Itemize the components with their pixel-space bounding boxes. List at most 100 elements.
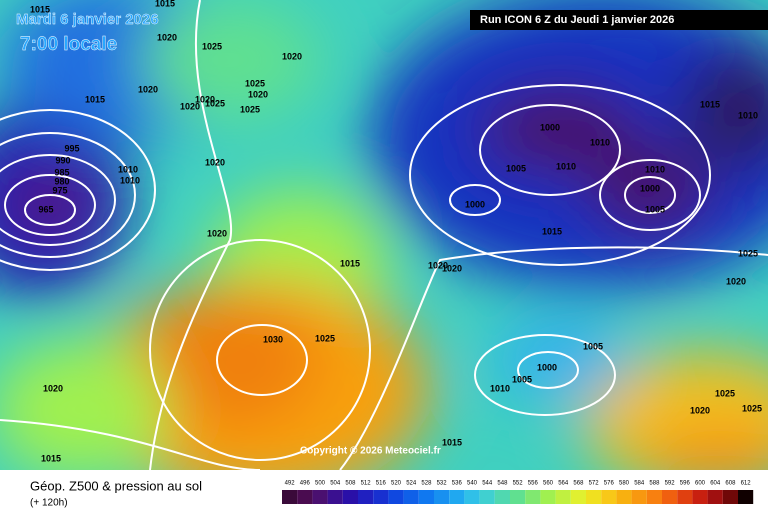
isobar-label: 1015 <box>542 226 562 236</box>
isobar-label: 1015 <box>340 258 360 268</box>
isobar-label: 1020 <box>726 276 746 286</box>
scale-swatch <box>342 490 358 504</box>
scale-swatch <box>434 490 450 504</box>
scale-swatch <box>586 490 602 504</box>
scale-swatch <box>403 490 419 504</box>
scale-label: 580 <box>619 481 630 487</box>
isobar-label: 1000 <box>537 362 557 372</box>
scale-swatch <box>601 490 617 504</box>
isobar-label: 990 <box>55 155 70 165</box>
isobar-lines <box>0 0 768 470</box>
isobar-label: 1015 <box>41 453 61 463</box>
isobar-label: 1020 <box>690 405 710 415</box>
scale-swatch <box>646 490 662 504</box>
isobar-label: 1025 <box>315 333 335 343</box>
scale-swatch <box>418 490 434 504</box>
isobar-label: 1020 <box>180 101 200 111</box>
scale-swatch <box>525 490 541 504</box>
isobar-label: 1025 <box>240 104 260 114</box>
scale-label: 504 <box>330 481 341 487</box>
isobar-label: 1005 <box>506 163 526 173</box>
isobar-label: 1000 <box>640 183 660 193</box>
isobar-label: 1020 <box>138 84 158 94</box>
isobar-label: 1020 <box>195 94 215 104</box>
isobar-label: 1010 <box>120 175 140 185</box>
scale-swatch <box>616 490 632 504</box>
scale-label: 520 <box>391 481 402 487</box>
scale-swatch <box>738 490 754 504</box>
isobar-label: 1010 <box>590 137 610 147</box>
scale-label: 532 <box>437 481 448 487</box>
isobar-label: 985 <box>54 167 69 177</box>
isobar-label: 1025 <box>202 41 222 51</box>
isobar-labels: 1015101510201025102010151020102510201020… <box>30 0 762 463</box>
scale-label: 588 <box>649 481 660 487</box>
scale-swatch <box>540 490 556 504</box>
scale-swatch <box>510 490 526 504</box>
isobar-label: 1015 <box>700 99 720 109</box>
scale-label: 496 <box>300 481 311 487</box>
isobar-label: 1020 <box>43 383 63 393</box>
run-banner <box>470 10 768 30</box>
footer-title: Géop. Z500 & pression au sol <box>30 478 202 493</box>
map-field: 1015101510201025102010151020102510201020… <box>0 0 768 470</box>
isobar-label: 965 <box>38 204 53 214</box>
scale-label: 556 <box>528 481 539 487</box>
isobar-label: 1020 <box>428 260 448 270</box>
scale-label: 576 <box>604 481 615 487</box>
scale-label: 560 <box>543 481 554 487</box>
isobar-label: 980 <box>54 176 69 186</box>
forecast-time: 7:00 locale <box>20 34 117 55</box>
isobar-label: 1005 <box>645 204 665 214</box>
isobar-label: 1005 <box>512 374 532 384</box>
scale-label: 568 <box>573 481 584 487</box>
scale-label: 548 <box>497 481 508 487</box>
scale-swatch <box>358 490 374 504</box>
scale-swatch <box>282 490 298 504</box>
isobar-label: 1015 <box>442 437 462 447</box>
isobar-label: 1025 <box>245 78 265 88</box>
scale-swatch <box>570 490 586 504</box>
scale-label: 572 <box>589 481 600 487</box>
scale-swatch <box>479 490 495 504</box>
isobar-label: 1020 <box>442 263 462 273</box>
copyright: Copyright © 2026 Meteociel.fr <box>300 446 441 457</box>
scale-label: 608 <box>725 481 736 487</box>
scale-swatch <box>327 490 343 504</box>
scale-label: 564 <box>558 481 569 487</box>
isobar-label: 1000 <box>540 122 560 132</box>
scale-label: 492 <box>285 481 296 487</box>
scale-label: 528 <box>421 481 432 487</box>
isobar-label: 1025 <box>738 248 758 258</box>
scale-swatch <box>707 490 723 504</box>
scale-swatch <box>692 490 708 504</box>
isobar-label: 1010 <box>490 383 510 393</box>
isobar-label: 1030 <box>263 334 283 344</box>
isobar-label: 1020 <box>207 228 227 238</box>
isobar-label: 1020 <box>282 51 302 61</box>
scale-swatch <box>555 490 571 504</box>
scale-swatch <box>662 490 678 504</box>
scale-label: 600 <box>695 481 706 487</box>
scale-swatch <box>373 490 389 504</box>
scale-label: 508 <box>345 481 356 487</box>
isobar-label: 1010 <box>556 161 576 171</box>
scale-swatch <box>312 490 328 504</box>
isobar-label: 1020 <box>205 157 225 167</box>
scale-swatch <box>297 490 313 504</box>
scale-label: 516 <box>376 481 387 487</box>
isobar-label: 1025 <box>205 98 225 108</box>
scale-swatch <box>388 490 404 504</box>
scale-label: 544 <box>482 481 493 487</box>
isobar-label: 1020 <box>248 89 268 99</box>
scale-label: 584 <box>634 481 645 487</box>
isobar-label: 1010 <box>738 110 758 120</box>
isobar-label: 1020 <box>157 32 177 42</box>
scale-label: 540 <box>467 481 478 487</box>
isobar-label: 1000 <box>465 199 485 209</box>
scale-label: 500 <box>315 481 326 487</box>
footer-lead: (+ 120h) <box>30 498 68 509</box>
isobar-label: 1005 <box>583 341 603 351</box>
isobar-label: 975 <box>52 185 67 195</box>
